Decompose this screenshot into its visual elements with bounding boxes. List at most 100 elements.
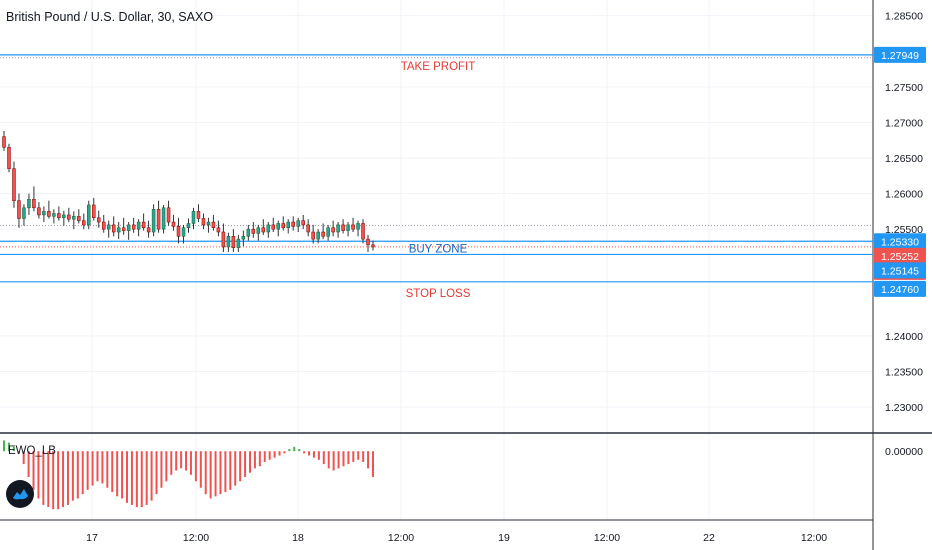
candle-body (32, 199, 36, 209)
candle-body (301, 220, 305, 226)
candle-body (96, 217, 101, 223)
candle-body (306, 224, 310, 233)
candle-body (221, 231, 226, 248)
candle-body (37, 207, 41, 216)
candle-body (92, 204, 96, 219)
y-tick-label: 1.25500 (885, 224, 923, 236)
candle-body (111, 224, 116, 233)
candle-body (276, 223, 281, 230)
level-label: BUY ZONE (409, 243, 468, 255)
y-tick-label: 1.26000 (885, 189, 923, 201)
candle-body (101, 221, 106, 230)
candle-body (42, 211, 46, 216)
candle-body (67, 214, 71, 220)
candle-body (27, 199, 31, 209)
candle-body (146, 227, 151, 233)
candle-body (7, 147, 11, 169)
candle-body (326, 227, 330, 237)
candle-body (141, 221, 146, 228)
candle-body (211, 221, 216, 228)
x-tick-label: 12:00 (801, 532, 827, 544)
price-tag-bg (874, 233, 926, 250)
y-tick-label: 1.27500 (885, 82, 923, 94)
candle-body (131, 224, 136, 230)
candle-body (216, 227, 221, 233)
candle-body (136, 221, 141, 230)
price-tag: 1.25252 (881, 251, 919, 263)
price-tag-bg (874, 247, 926, 264)
candle-body (116, 227, 121, 233)
candle-body (241, 236, 246, 240)
candle-body (196, 211, 201, 219)
x-tick-label: 22 (703, 532, 715, 544)
tradingview-logo-icon[interactable] (6, 480, 34, 508)
candle-body (256, 227, 261, 234)
candle-body (201, 218, 206, 226)
candle-body (206, 221, 211, 226)
y-tick-label: 1.23500 (885, 367, 923, 379)
candle-body (126, 224, 131, 231)
x-tick-label: 12:00 (388, 532, 414, 544)
candle-body (156, 208, 161, 230)
candle-body (176, 226, 181, 237)
price-tag-bg (874, 280, 926, 297)
candle-body (266, 224, 271, 233)
candle-body (331, 227, 335, 233)
candle-body (356, 223, 360, 230)
x-tick-label: 12:00 (594, 532, 620, 544)
candle-body (346, 224, 350, 231)
candle-body (231, 236, 236, 248)
candle-body (22, 207, 26, 219)
price-tag-bg (874, 46, 926, 63)
x-tick-label: 19 (498, 532, 510, 544)
level-label: TAKE PROFIT (401, 61, 476, 73)
x-tick-label: 12:00 (183, 532, 209, 544)
price-tag: 1.24760 (881, 284, 919, 296)
y-tick-label: 1.26500 (885, 153, 923, 165)
candle-body (251, 228, 256, 234)
candle-body (77, 216, 81, 221)
candle-body (57, 213, 61, 219)
chart-title: British Pound / U.S. Dollar, 30, SAXO (6, 10, 214, 24)
candle-body (186, 223, 191, 228)
candle-body (121, 227, 126, 231)
x-tick-label: 18 (292, 532, 304, 544)
candle-body (271, 224, 276, 230)
candle-body (296, 220, 300, 227)
candle-body (371, 244, 375, 248)
indicator-name: EWO_LB (8, 445, 56, 457)
candle-body (47, 211, 51, 217)
candle-body (311, 231, 315, 240)
candle-body (87, 204, 91, 226)
candle-body (12, 168, 16, 201)
candle-body (72, 216, 76, 220)
candle-body (151, 208, 156, 233)
candle-body (191, 211, 196, 224)
candle-body (261, 227, 266, 233)
candle-body (351, 224, 355, 230)
x-tick-label: 17 (86, 532, 98, 544)
candle-body (236, 238, 241, 248)
candle-body (82, 220, 86, 226)
candle-body (361, 223, 365, 240)
level-label: STOP LOSS (406, 288, 471, 300)
candle-body (336, 224, 340, 233)
candle-body (291, 221, 295, 227)
candle-body (52, 213, 56, 217)
price-tag: 1.25330 (881, 236, 919, 248)
candle-body (321, 231, 325, 237)
y-tick-label: 1.24000 (885, 331, 923, 343)
candle-body (341, 224, 345, 231)
y-tick-label: 1.28500 (885, 11, 923, 23)
candle-body (17, 200, 21, 219)
candle-body (316, 231, 320, 240)
candle-body (181, 227, 186, 237)
y-tick-label: 1.23000 (885, 402, 923, 414)
price-tag: 1.27949 (881, 50, 919, 62)
candle-body (2, 136, 6, 148)
candle-body (366, 238, 370, 246)
y-tick-label: 1.27000 (885, 117, 923, 129)
candle-body (161, 207, 166, 230)
